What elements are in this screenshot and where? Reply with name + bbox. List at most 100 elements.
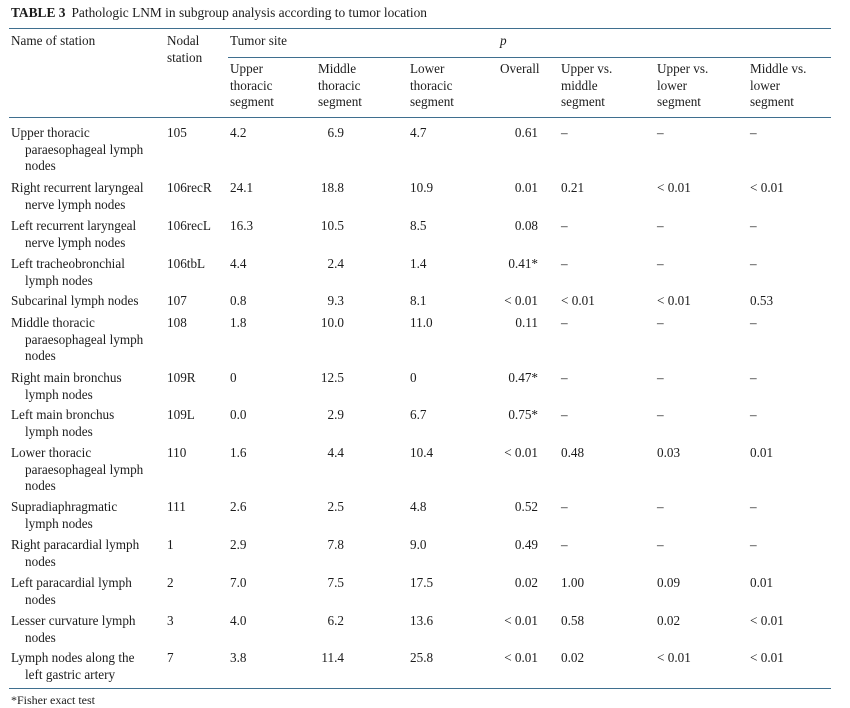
row-overall: < 0.01: [504, 613, 538, 628]
header-upper-vs-middle: Upper vs. middle segment: [561, 61, 613, 110]
row-lower: 0: [410, 370, 417, 385]
row-upper: 4.2: [230, 125, 247, 140]
row-overall: 0.49: [514, 537, 538, 552]
row-name-line: Right recurrent laryngeal: [11, 180, 144, 195]
row-middle-vs-lower: < 0.01: [750, 650, 784, 665]
row-upper-vs-lower: –: [657, 407, 664, 422]
row-station: 3: [167, 613, 174, 628]
row-middle-vs-lower: < 0.01: [750, 180, 784, 195]
row-name: Right paracardial lymph nodes: [11, 537, 139, 570]
table-title: Pathologic LNM in subgroup analysis acco…: [71, 5, 427, 20]
row-name-line: nodes: [25, 478, 56, 494]
row-overall: 0.61: [514, 125, 538, 140]
row-upper: 1.6: [230, 445, 247, 460]
row-upper-vs-lower: < 0.01: [657, 650, 691, 665]
row-name-line: nodes: [25, 553, 56, 569]
row-name-line: nodes: [25, 158, 56, 174]
row-middle-vs-lower: –: [750, 537, 757, 552]
row-middle-vs-lower: –: [750, 315, 757, 330]
row-name: Subcarinal lymph nodes: [11, 293, 138, 310]
row-overall: 0.52: [514, 499, 538, 514]
header-upper: Upper thoracic segment: [230, 61, 274, 110]
row-station: 106tbL: [167, 256, 206, 271]
row-overall: < 0.01: [504, 293, 538, 308]
row-middle: 2.9: [327, 407, 344, 422]
row-name-line: nodes: [25, 591, 56, 607]
row-lower: 10.4: [410, 445, 434, 460]
row-overall: 0.11: [515, 315, 538, 330]
row-name-line: lymph nodes: [25, 423, 93, 439]
row-name-line: Upper thoracic: [11, 125, 90, 140]
row-upper-vs-middle: –: [561, 125, 568, 140]
row-middle: 7.8: [327, 537, 344, 552]
row-overall: < 0.01: [504, 650, 538, 665]
row-upper-vs-lower: < 0.01: [657, 293, 691, 308]
row-overall: < 0.01: [504, 445, 538, 460]
row-name-line: nodes: [25, 348, 56, 364]
header-lower: Lower thoracic segment: [410, 61, 454, 110]
row-name-line: left gastric artery: [25, 666, 116, 682]
row-middle: 10.0: [320, 315, 344, 330]
row-middle: 18.8: [320, 180, 344, 195]
row-lower: 13.6: [410, 613, 434, 628]
row-name: Left main bronchus lymph nodes: [11, 407, 114, 440]
header-p: p: [500, 33, 507, 48]
tumor-site-rule: [228, 57, 831, 58]
row-name-line: lymph nodes: [25, 386, 93, 402]
row-upper: 16.3: [230, 218, 254, 233]
row-upper-vs-middle: –: [561, 218, 568, 233]
row-name-line: nodes: [25, 629, 56, 645]
row-name: Left tracheobronchial lymph nodes: [11, 256, 125, 289]
row-lower: 10.9: [410, 180, 434, 195]
row-upper-vs-lower: 0.02: [657, 613, 681, 628]
row-overall: 0.75*: [508, 407, 538, 422]
row-upper: 2.6: [230, 499, 247, 514]
row-station: 1: [167, 537, 174, 552]
row-name-line: paraesophageal lymph: [25, 141, 144, 157]
row-name: Middle thoracic paraesophageal lymph nodes: [11, 315, 143, 365]
row-overall: 0.02: [514, 575, 538, 590]
row-name-line: Supradiaphragmatic: [11, 499, 118, 514]
row-name: Upper thoracic paraesophageal lymph nodes: [11, 125, 143, 175]
row-upper-vs-lower: –: [657, 499, 664, 514]
row-name-line: Lymph nodes along the: [11, 650, 135, 665]
header-rule: [9, 117, 831, 119]
row-station: 7: [167, 650, 174, 665]
row-station: 105: [167, 125, 187, 140]
table-footnote: *Fisher exact test: [11, 693, 95, 707]
row-station: 108: [167, 315, 187, 330]
row-name-line: nerve lymph nodes: [25, 234, 126, 250]
row-middle-vs-lower: 0.53: [750, 293, 774, 308]
row-station: 109L: [167, 407, 195, 422]
header-middle: Middle thoracic segment: [318, 61, 362, 110]
row-middle: 2.4: [327, 256, 344, 271]
row-overall: 0.47*: [508, 370, 538, 385]
row-upper: 0.8: [230, 293, 247, 308]
row-middle: 6.2: [327, 613, 344, 628]
row-overall: 0.08: [514, 218, 538, 233]
row-name: Right recurrent laryngeal nerve lymph nod…: [11, 180, 144, 213]
row-upper-vs-lower: –: [657, 315, 664, 330]
top-rule: [9, 28, 831, 30]
row-upper-vs-lower: 0.03: [657, 445, 681, 460]
row-middle-vs-lower: < 0.01: [750, 613, 784, 628]
row-upper: 3.8: [230, 650, 247, 665]
row-upper-vs-lower: 0.09: [657, 575, 681, 590]
row-upper-vs-middle: –: [561, 537, 568, 552]
row-upper: 0.0: [230, 407, 247, 422]
row-station: 2: [167, 575, 174, 590]
row-name: Right main bronchus lymph nodes: [11, 370, 122, 403]
row-name-line: Lower thoracic: [11, 445, 92, 460]
row-lower: 9.0: [410, 537, 427, 552]
header-upper-vs-lower: Upper vs. lower segment: [657, 61, 709, 110]
row-upper-vs-lower: –: [657, 537, 664, 552]
row-upper: 4.4: [230, 256, 247, 271]
row-name: Lesser curvature lymph nodes: [11, 613, 136, 646]
header-middle-vs-lower: Middle vs. lower segment: [750, 61, 807, 110]
row-middle: 7.5: [327, 575, 344, 590]
row-upper-vs-middle: –: [561, 315, 568, 330]
row-lower: 25.8: [410, 650, 434, 665]
row-upper-vs-lower: –: [657, 125, 664, 140]
row-upper-vs-middle: –: [561, 370, 568, 385]
row-name: Left paracardial lymph nodes: [11, 575, 132, 608]
